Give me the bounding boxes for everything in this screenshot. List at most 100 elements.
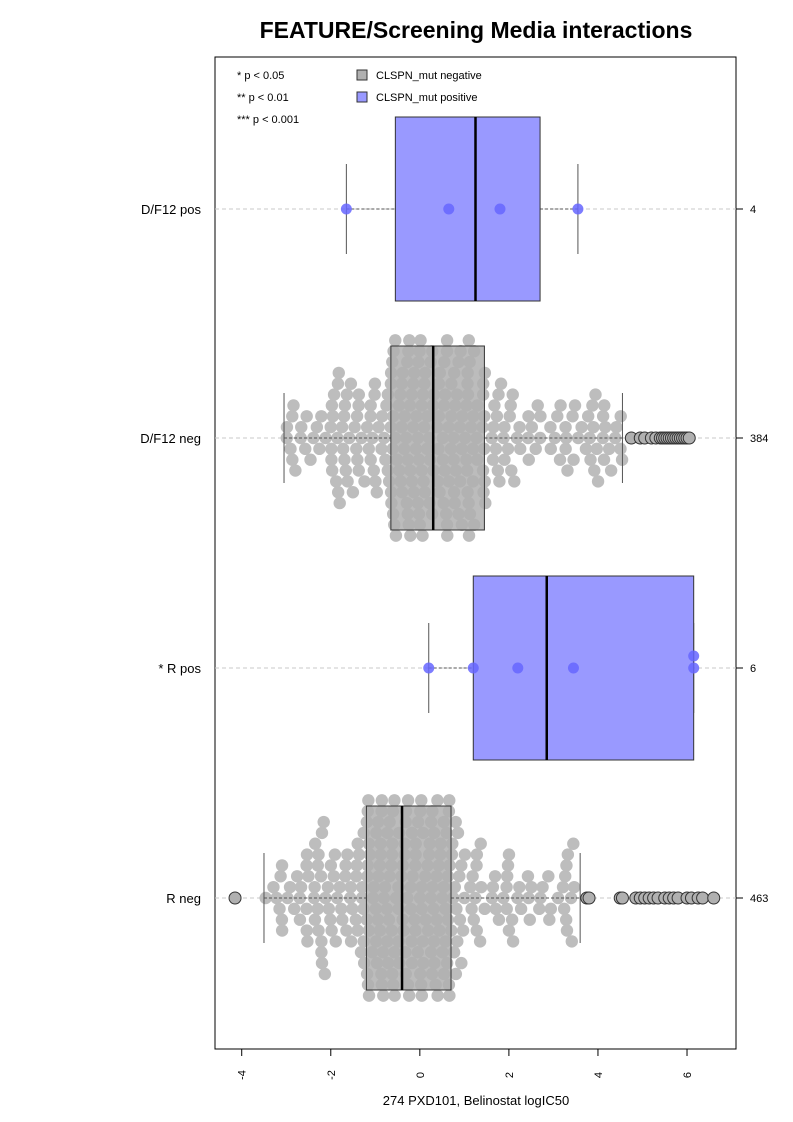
swarm-point [344, 935, 358, 948]
swarm-point [604, 464, 618, 477]
swarm-point [335, 420, 349, 434]
swarm-point [514, 442, 527, 456]
group-count: 6 [750, 663, 756, 675]
swarm-point [355, 891, 369, 905]
swarm-point [321, 880, 335, 894]
swarm-point [522, 410, 535, 423]
swarm-point [325, 399, 339, 412]
swarm-point [561, 848, 575, 861]
swarm-point [553, 453, 567, 466]
swarm-point [301, 935, 314, 948]
swarm-point [475, 880, 488, 894]
swarm-point [290, 870, 304, 883]
data-point [512, 662, 524, 674]
swarm-point [565, 935, 578, 948]
swarm-point [331, 377, 345, 390]
swarm-point [315, 946, 328, 959]
swarm-point [332, 366, 345, 380]
swarm-point [362, 442, 375, 456]
swarm-point [327, 388, 341, 401]
swarm-point [318, 967, 332, 981]
swarm-point [293, 913, 307, 926]
swarm-point [350, 859, 363, 872]
swarm-point [312, 848, 325, 861]
swarm-point [486, 453, 500, 466]
swarm-point [403, 334, 416, 347]
swarm-point [351, 837, 364, 850]
swarm-point [544, 442, 557, 456]
swarm-point [470, 848, 484, 861]
legend-label: CLSPN_mut negative [376, 70, 482, 82]
swarm-point [274, 870, 287, 883]
swarm-point [566, 410, 579, 423]
swarm-point [388, 794, 401, 807]
swarm-point [489, 442, 503, 456]
swarm-point [470, 924, 483, 937]
swarm-point [610, 420, 623, 434]
swarm-point [338, 453, 351, 466]
legend-swatch [356, 91, 368, 103]
box-1 [390, 345, 485, 531]
swarm-point [344, 377, 358, 390]
swarm-point [505, 464, 518, 477]
swarm-point [455, 956, 468, 970]
swarm-point [498, 420, 511, 434]
swarm-point [275, 859, 289, 872]
swarm-point [441, 529, 454, 542]
data-point [467, 662, 479, 674]
swarm-point [542, 870, 555, 883]
data-point [688, 650, 700, 662]
swarm-point [559, 442, 572, 456]
swarm-point [493, 475, 506, 488]
data-point [494, 203, 506, 215]
group-labels: D/F12 pos 4 D/F12 neg 384 * R pos 6 R neg 463 [140, 202, 768, 906]
swarm-point [308, 913, 322, 926]
swarm-point [368, 377, 382, 390]
swarm-point [453, 870, 466, 883]
swarm-point [294, 880, 308, 894]
group-count: 463 [750, 893, 768, 905]
x-tick-label: -4 [237, 1070, 249, 1080]
swarm-point [310, 420, 324, 434]
swarm-point [440, 334, 454, 347]
swarm-point [358, 475, 371, 488]
swarm-point [513, 880, 526, 894]
swarm-point [470, 859, 483, 872]
x-tick-label: 4 [593, 1072, 605, 1078]
group-count: 4 [750, 204, 756, 216]
swarm-point [567, 837, 580, 850]
swarm-point [469, 891, 482, 905]
swarm-point [366, 431, 379, 445]
significance-note: *** p < 0.001 [237, 114, 299, 126]
legend: * p < 0.05 ** p < 0.01 *** p < 0.001 CLSPN_… [237, 69, 482, 126]
swarm-point [559, 913, 573, 926]
swarm-point [402, 989, 416, 1002]
swarm-point [571, 431, 585, 445]
swarm-point [339, 870, 352, 883]
swarm-point [401, 794, 415, 807]
swarm-point [500, 902, 513, 916]
swarm-point [324, 420, 337, 434]
swarm-point [491, 464, 505, 477]
chart-title: FEATURE/Screening Media interactions [260, 17, 693, 43]
swarm-point [458, 891, 471, 905]
swarm-point [330, 891, 344, 905]
swarm-point [325, 924, 338, 937]
swarm-point [284, 442, 297, 456]
swarm-point [314, 870, 328, 883]
outlier-point [228, 891, 242, 905]
swarm-point [356, 880, 369, 894]
swarm-point [333, 880, 346, 894]
swarm-point [561, 464, 574, 477]
swarm-point [368, 388, 381, 401]
swarm-point [331, 486, 345, 499]
swarm-point [556, 880, 570, 894]
swarm-point [311, 902, 324, 916]
swarm-point [352, 464, 365, 477]
swarm-point [589, 388, 602, 401]
swarm-point [416, 529, 429, 542]
swarm-point [568, 399, 582, 412]
swarm-point [283, 880, 297, 894]
swarm-point [348, 420, 361, 434]
swarm-point [533, 902, 546, 916]
